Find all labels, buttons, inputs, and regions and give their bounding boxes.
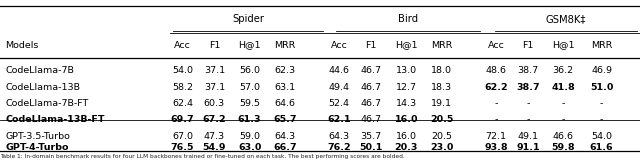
Text: 46.7: 46.7 (361, 115, 381, 124)
Text: H@1: H@1 (552, 41, 575, 50)
Text: 76.5: 76.5 (171, 143, 194, 152)
Text: -: - (600, 115, 604, 124)
Text: 65.7: 65.7 (273, 115, 296, 124)
Text: 47.3: 47.3 (204, 132, 225, 141)
Text: 72.1: 72.1 (486, 132, 506, 141)
Text: 64.6: 64.6 (275, 99, 295, 108)
Text: 63.1: 63.1 (274, 83, 296, 92)
Text: 16.0: 16.0 (395, 115, 418, 124)
Text: 64.3: 64.3 (274, 132, 296, 141)
Text: 59.0: 59.0 (239, 132, 260, 141)
Text: 63.0: 63.0 (238, 143, 261, 152)
Text: -: - (526, 99, 530, 108)
Text: 59.8: 59.8 (552, 143, 575, 152)
Text: 13.0: 13.0 (396, 66, 417, 75)
Text: 46.7: 46.7 (361, 83, 381, 92)
Text: 60.3: 60.3 (204, 99, 225, 108)
Text: 57.0: 57.0 (239, 83, 260, 92)
Text: 41.8: 41.8 (551, 83, 575, 92)
Text: MRR: MRR (591, 41, 612, 50)
Text: H@1: H@1 (395, 41, 418, 50)
Text: 66.7: 66.7 (273, 143, 296, 152)
Text: CodeLlama-13B-FT: CodeLlama-13B-FT (5, 115, 104, 124)
Text: 62.1: 62.1 (328, 115, 351, 124)
Text: F1: F1 (365, 41, 377, 50)
Text: H@1: H@1 (238, 41, 261, 50)
Text: 14.3: 14.3 (396, 99, 417, 108)
Text: F1: F1 (209, 41, 220, 50)
Text: 49.4: 49.4 (329, 83, 349, 92)
Text: 46.9: 46.9 (591, 66, 612, 75)
Text: -: - (600, 99, 604, 108)
Text: MRR: MRR (274, 41, 296, 50)
Text: 37.1: 37.1 (204, 83, 225, 92)
Text: 46.6: 46.6 (553, 132, 573, 141)
Text: 62.3: 62.3 (274, 66, 296, 75)
Text: 54.0: 54.0 (591, 132, 612, 141)
Text: 38.7: 38.7 (516, 83, 540, 92)
Text: 46.7: 46.7 (361, 99, 381, 108)
Text: 59.5: 59.5 (239, 99, 260, 108)
Text: 36.2: 36.2 (552, 66, 574, 75)
Text: Acc: Acc (331, 41, 348, 50)
Text: 46.7: 46.7 (361, 66, 381, 75)
Text: CodeLlama-7B: CodeLlama-7B (5, 66, 74, 75)
Text: GPT-3.5-Turbo: GPT-3.5-Turbo (5, 132, 70, 141)
Text: 54.9: 54.9 (203, 143, 226, 152)
Text: -: - (561, 115, 565, 124)
Text: Bird: Bird (398, 14, 418, 24)
Text: 35.7: 35.7 (360, 132, 382, 141)
Text: Models: Models (5, 41, 38, 50)
Text: 16.0: 16.0 (396, 132, 417, 141)
Text: -: - (526, 115, 530, 124)
Text: 61.3: 61.3 (238, 115, 261, 124)
Text: Table 1: In-domain benchmark results for four LLM backbones trained or fine-tune: Table 1: In-domain benchmark results for… (0, 154, 404, 159)
Text: 37.1: 37.1 (204, 66, 225, 75)
Text: GSM8K‡: GSM8K‡ (545, 14, 586, 24)
Text: 62.4: 62.4 (172, 99, 193, 108)
Text: 69.7: 69.7 (171, 115, 194, 124)
Text: 52.4: 52.4 (329, 99, 349, 108)
Text: 67.0: 67.0 (172, 132, 193, 141)
Text: F1: F1 (522, 41, 534, 50)
Text: Acc: Acc (488, 41, 504, 50)
Text: -: - (561, 99, 565, 108)
Text: CodeLlama-7B-FT: CodeLlama-7B-FT (5, 99, 88, 108)
Text: 18.3: 18.3 (431, 83, 452, 92)
Text: 38.7: 38.7 (517, 66, 539, 75)
Text: 23.0: 23.0 (430, 143, 453, 152)
Text: 76.2: 76.2 (328, 143, 351, 152)
Text: 48.6: 48.6 (486, 66, 506, 75)
Text: 67.2: 67.2 (203, 115, 226, 124)
Text: 54.0: 54.0 (172, 66, 193, 75)
Text: -: - (494, 99, 498, 108)
Text: 44.6: 44.6 (329, 66, 349, 75)
Text: 58.2: 58.2 (172, 83, 193, 92)
Text: 64.3: 64.3 (328, 132, 350, 141)
Text: -: - (494, 115, 498, 124)
Text: 61.6: 61.6 (590, 143, 613, 152)
Text: 18.0: 18.0 (431, 66, 452, 75)
Text: 50.1: 50.1 (360, 143, 383, 152)
Text: GPT-4-Turbo: GPT-4-Turbo (5, 143, 68, 152)
Text: 91.1: 91.1 (516, 143, 540, 152)
Text: Spider: Spider (232, 14, 264, 24)
Text: 49.1: 49.1 (518, 132, 538, 141)
Text: 12.7: 12.7 (396, 83, 417, 92)
Text: 20.5: 20.5 (430, 115, 453, 124)
Text: 93.8: 93.8 (484, 143, 508, 152)
Text: 62.2: 62.2 (484, 83, 508, 92)
Text: Acc: Acc (174, 41, 191, 50)
Text: CodeLlama-13B: CodeLlama-13B (5, 83, 80, 92)
Text: MRR: MRR (431, 41, 452, 50)
Text: 19.1: 19.1 (431, 99, 452, 108)
Text: 56.0: 56.0 (239, 66, 260, 75)
Text: 51.0: 51.0 (590, 83, 613, 92)
Text: 20.5: 20.5 (431, 132, 452, 141)
Text: 20.3: 20.3 (395, 143, 418, 152)
